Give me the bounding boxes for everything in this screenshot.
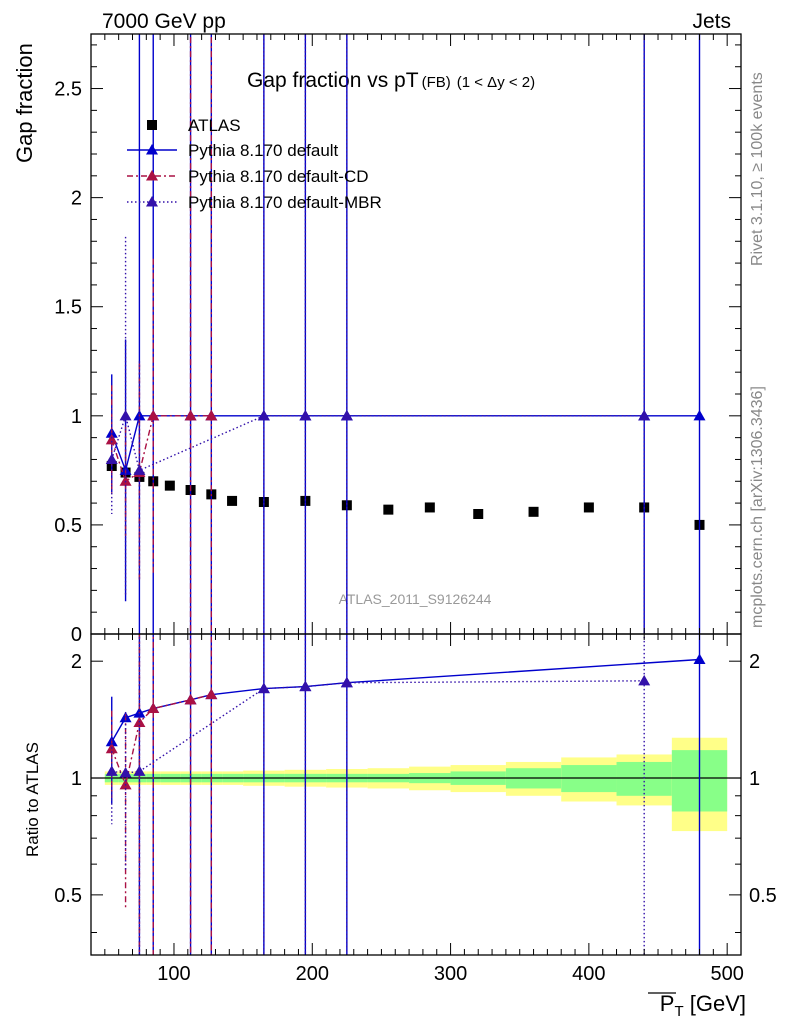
main-triangle-marker xyxy=(105,433,118,445)
main-series-line xyxy=(111,413,645,472)
main-series-data xyxy=(106,461,705,530)
ratio-triangle-marker xyxy=(340,676,353,688)
main-series-line xyxy=(111,415,212,483)
ratio-series-line xyxy=(111,693,212,788)
main-y-tick-label: 1 xyxy=(71,406,82,428)
x-axis-title-subscript: T xyxy=(674,1003,683,1020)
main-triangle-marker xyxy=(147,409,160,421)
main-y-tick-label: 2.5 xyxy=(54,79,82,101)
main-triangle-marker xyxy=(299,409,312,421)
ratio-series-mbr xyxy=(105,634,651,955)
legend-entry-cd: Pythia 8.170 default-CD xyxy=(127,167,369,186)
atlas-data-point xyxy=(383,504,394,515)
legend-triangle-marker xyxy=(146,144,158,155)
main-triangle-marker xyxy=(340,409,353,421)
x-tick-label: 100 xyxy=(157,963,190,985)
header-process-label: Jets xyxy=(692,10,731,33)
x-tick-label: 300 xyxy=(434,963,467,985)
legend-label: Pythia 8.170 default-CD xyxy=(188,167,369,186)
ratio-y-tick-label-right: 0.5 xyxy=(749,885,777,907)
ratio-series-group xyxy=(105,634,706,955)
ratio-triangle-marker xyxy=(147,702,160,714)
x-axis-title-unit: [GeV] xyxy=(684,991,746,1016)
ratio-band-inner-bin xyxy=(616,761,672,796)
ratio-triangle-marker xyxy=(693,653,706,665)
ratio-panel-frame xyxy=(90,633,742,956)
atlas-data-point xyxy=(424,502,435,513)
ratio-series-cd xyxy=(105,634,218,955)
ratio-triangle-marker xyxy=(119,767,132,778)
legend-entry-data: ATLAS xyxy=(147,116,241,135)
ratio-y-axis-title: Ratio to ATLAS xyxy=(23,742,42,857)
ratio-y-tick-label-left: 0.5 xyxy=(54,885,82,907)
atlas-data-point xyxy=(528,506,539,517)
main-y-tick-label: 1.5 xyxy=(54,297,82,319)
ratio-triangle-marker xyxy=(205,688,218,700)
ratio-y-tick-label-right: 1 xyxy=(749,768,760,790)
main-triangle-marker xyxy=(205,409,218,421)
main-y-tick-label: 0.5 xyxy=(54,515,82,537)
atlas-data-point xyxy=(583,502,594,513)
main-triangle-marker xyxy=(119,475,132,486)
main-triangle-marker xyxy=(693,409,706,421)
main-y-tick-label: 0 xyxy=(71,624,82,646)
main-series-mbr xyxy=(105,34,651,634)
main-y-tick-label: 2 xyxy=(71,188,82,210)
main-triangle-marker xyxy=(119,409,132,421)
ratio-triangle-marker xyxy=(299,680,312,692)
ratio-y-tick-label-left: 2 xyxy=(71,651,82,673)
main-series-cd xyxy=(105,34,218,634)
main-panel-title: Gap fraction vs pT (FB) (1 < Δy < 2) xyxy=(247,69,535,92)
main-triangle-marker xyxy=(184,409,197,421)
title-main: Gap fraction vs pT xyxy=(247,69,419,92)
ratio-series-line xyxy=(111,658,700,743)
legend-entry-default: Pythia 8.170 default xyxy=(127,141,339,160)
x-tick-label: 500 xyxy=(710,963,743,985)
legend-label: Pythia 8.170 default xyxy=(188,141,339,160)
atlas-data-point xyxy=(164,480,175,491)
title-range: (1 < Δy < 2) xyxy=(457,74,535,91)
ratio-triangle-marker xyxy=(257,682,270,694)
x-axis-title: PT [GeV] xyxy=(660,991,746,1020)
atlas-data-point xyxy=(473,509,484,519)
legend-triangle-marker xyxy=(146,196,158,207)
main-series-default xyxy=(105,34,706,634)
ratio-y-tick-label-right: 2 xyxy=(749,651,760,673)
legend-atlas-marker xyxy=(147,120,157,130)
analysis-id-watermark: ATLAS_2011_S9126244 xyxy=(339,591,492,607)
legend-label: Pythia 8.170 default-MBR xyxy=(188,193,382,212)
title-sub: (FB) xyxy=(422,74,451,91)
main-triangle-marker xyxy=(257,409,270,421)
rivet-version-label: Rivet 3.1.10, ≥ 100k events xyxy=(749,72,766,266)
x-tick-label: 400 xyxy=(572,963,605,985)
x-axis-title-text: P xyxy=(660,991,675,1016)
legend-entry-mbr: Pythia 8.170 default-MBR xyxy=(127,193,382,212)
x-tick-label: 200 xyxy=(296,963,329,985)
ratio-triangle-marker xyxy=(105,765,118,776)
main-triangle-marker xyxy=(105,453,118,464)
ratio-triangle-marker xyxy=(184,693,197,705)
ratio-y-tick-label-left: 1 xyxy=(71,768,82,790)
main-y-axis-title: Gap fraction xyxy=(12,43,37,163)
legend-label: ATLAS xyxy=(188,116,241,135)
mcplots-label: mcplots.cern.ch [arXiv:1306.3436] xyxy=(749,386,766,628)
legend-triangle-marker xyxy=(146,170,158,181)
header-energy-label: 7000 GeV pp xyxy=(102,10,226,33)
main-series-group xyxy=(105,34,706,634)
ratio-triangle-marker xyxy=(133,765,146,776)
atlas-data-point xyxy=(227,495,238,506)
main-triangle-marker xyxy=(638,409,651,421)
main-triangle-marker xyxy=(133,464,146,475)
ratio-triangle-marker xyxy=(638,674,651,686)
